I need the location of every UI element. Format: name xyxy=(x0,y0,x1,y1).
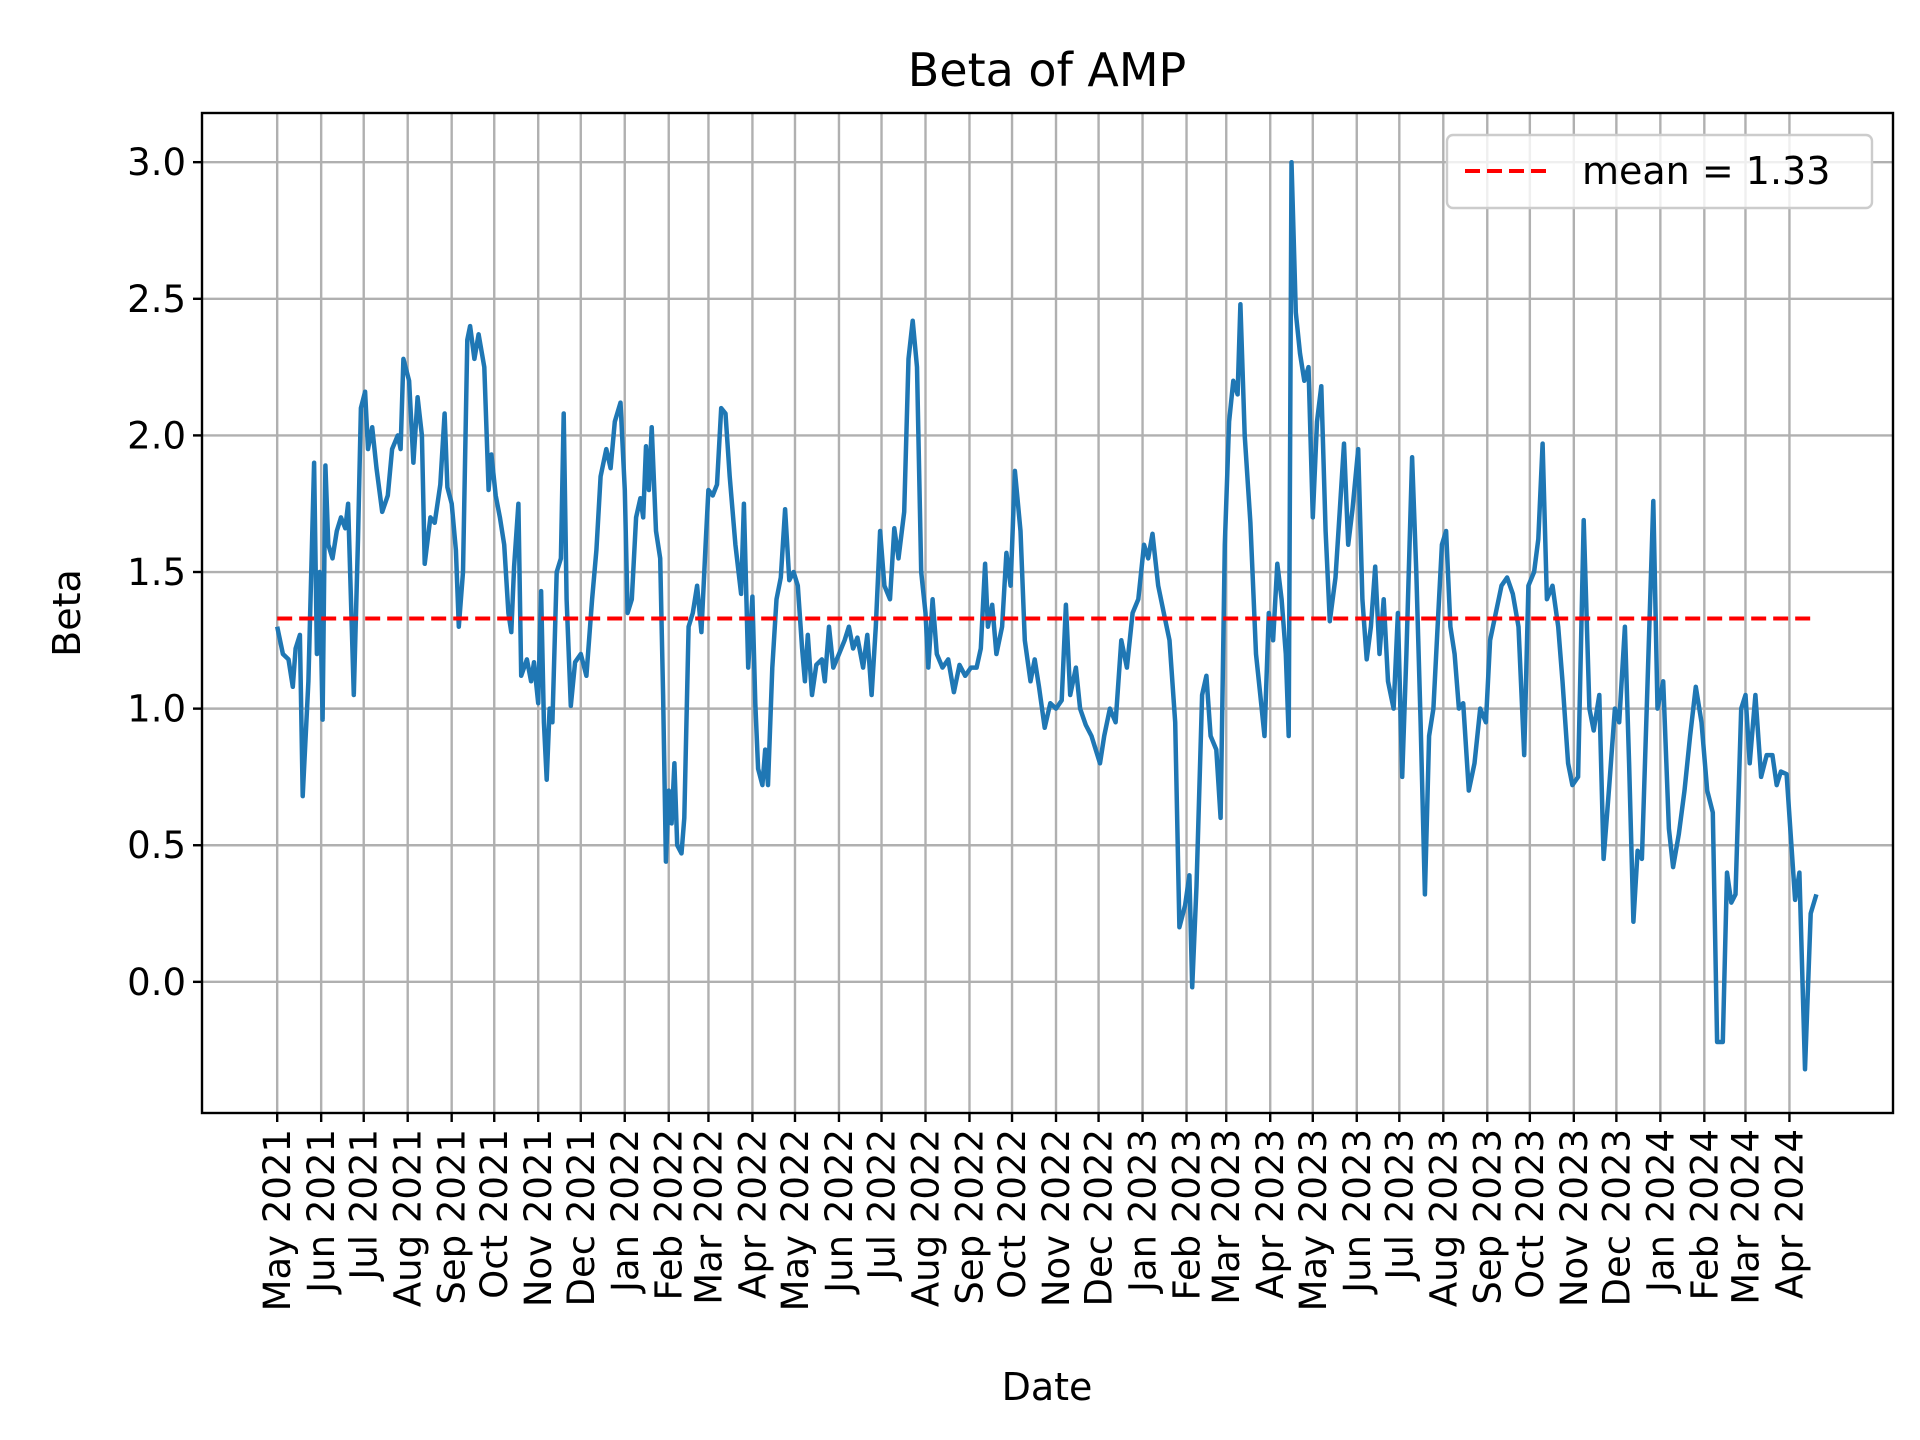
x-tick-label: Oct 2021 xyxy=(473,1129,516,1299)
x-tick-label: Dec 2023 xyxy=(1595,1129,1638,1307)
x-tick-label: Aug 2023 xyxy=(1422,1129,1465,1307)
x-tick-label: Jun 2021 xyxy=(300,1129,343,1295)
x-tick-label: Jan 2022 xyxy=(604,1129,647,1294)
x-tick-label: Apr 2022 xyxy=(731,1129,774,1299)
chart-title: Beta of AMP xyxy=(908,43,1187,97)
x-tick-label: Sep 2021 xyxy=(431,1129,474,1305)
x-tick-label: Jan 2024 xyxy=(1639,1129,1682,1294)
beta-series-line xyxy=(274,159,1819,1072)
y-tick-label: 0.0 xyxy=(127,961,186,1004)
legend-mean-label: mean = 1.33 xyxy=(1582,149,1830,193)
x-tick-label: Jul 2023 xyxy=(1378,1129,1421,1282)
y-tick-label: 2.0 xyxy=(127,414,186,457)
grid xyxy=(202,113,1893,1113)
y-tick-label: 0.5 xyxy=(127,824,186,867)
x-axis-label: Date xyxy=(1002,1365,1093,1409)
legend-box xyxy=(1445,133,1874,210)
x-tick-label: Jul 2022 xyxy=(861,1129,904,1282)
x-tick-label: Feb 2023 xyxy=(1166,1129,1209,1300)
x-axis: May 2021 Jun 2021 Jul 2021 Aug 2021 Sep 2021… xyxy=(256,1113,1811,1311)
x-tick-label: Dec 2021 xyxy=(560,1129,603,1307)
x-tick-label: Oct 2022 xyxy=(991,1129,1034,1299)
x-tick-label: Feb 2022 xyxy=(648,1129,691,1300)
x-tick-label: Mar 2024 xyxy=(1724,1129,1767,1305)
y-axis: 0.0 0.5 1.0 1.5 2.0 2.5 3.0 xyxy=(127,141,202,1004)
x-tick-label: Apr 2024 xyxy=(1768,1129,1811,1299)
x-tick-label: Aug 2022 xyxy=(904,1129,947,1307)
x-tick-label: Dec 2022 xyxy=(1078,1129,1121,1307)
series-layer xyxy=(274,159,1819,1072)
x-tick-label: Sep 2023 xyxy=(1466,1129,1509,1305)
y-tick-label: 3.0 xyxy=(127,141,186,184)
x-tick-label: Nov 2022 xyxy=(1035,1129,1078,1307)
x-tick-label: Feb 2024 xyxy=(1683,1129,1726,1300)
x-tick-label: May 2023 xyxy=(1292,1129,1335,1311)
x-tick-label: Mar 2022 xyxy=(687,1129,730,1305)
x-tick-label: Sep 2022 xyxy=(948,1129,991,1305)
x-tick-label: May 2021 xyxy=(256,1129,299,1311)
x-tick-label: Nov 2023 xyxy=(1553,1129,1596,1307)
x-tick-label: Aug 2021 xyxy=(387,1129,430,1307)
x-tick-label: Mar 2023 xyxy=(1205,1129,1248,1305)
x-tick-label: Jul 2021 xyxy=(343,1129,386,1282)
x-tick-label: Jan 2023 xyxy=(1122,1129,1165,1294)
y-axis-label: Beta xyxy=(45,569,89,657)
x-tick-label: Jun 2022 xyxy=(818,1129,861,1295)
x-tick-label: Nov 2021 xyxy=(517,1129,560,1307)
x-tick-label: May 2022 xyxy=(774,1129,817,1311)
x-tick-label: Oct 2023 xyxy=(1509,1129,1552,1299)
y-tick-label: 1.5 xyxy=(127,551,186,594)
y-tick-label: 2.5 xyxy=(127,278,186,321)
x-tick-label: Jun 2023 xyxy=(1336,1129,1379,1295)
legend: mean = 1.33 xyxy=(1445,133,1874,210)
plot-frame xyxy=(200,111,1895,1115)
x-tick-label: Apr 2023 xyxy=(1249,1129,1292,1299)
y-tick-label: 1.0 xyxy=(127,688,186,731)
